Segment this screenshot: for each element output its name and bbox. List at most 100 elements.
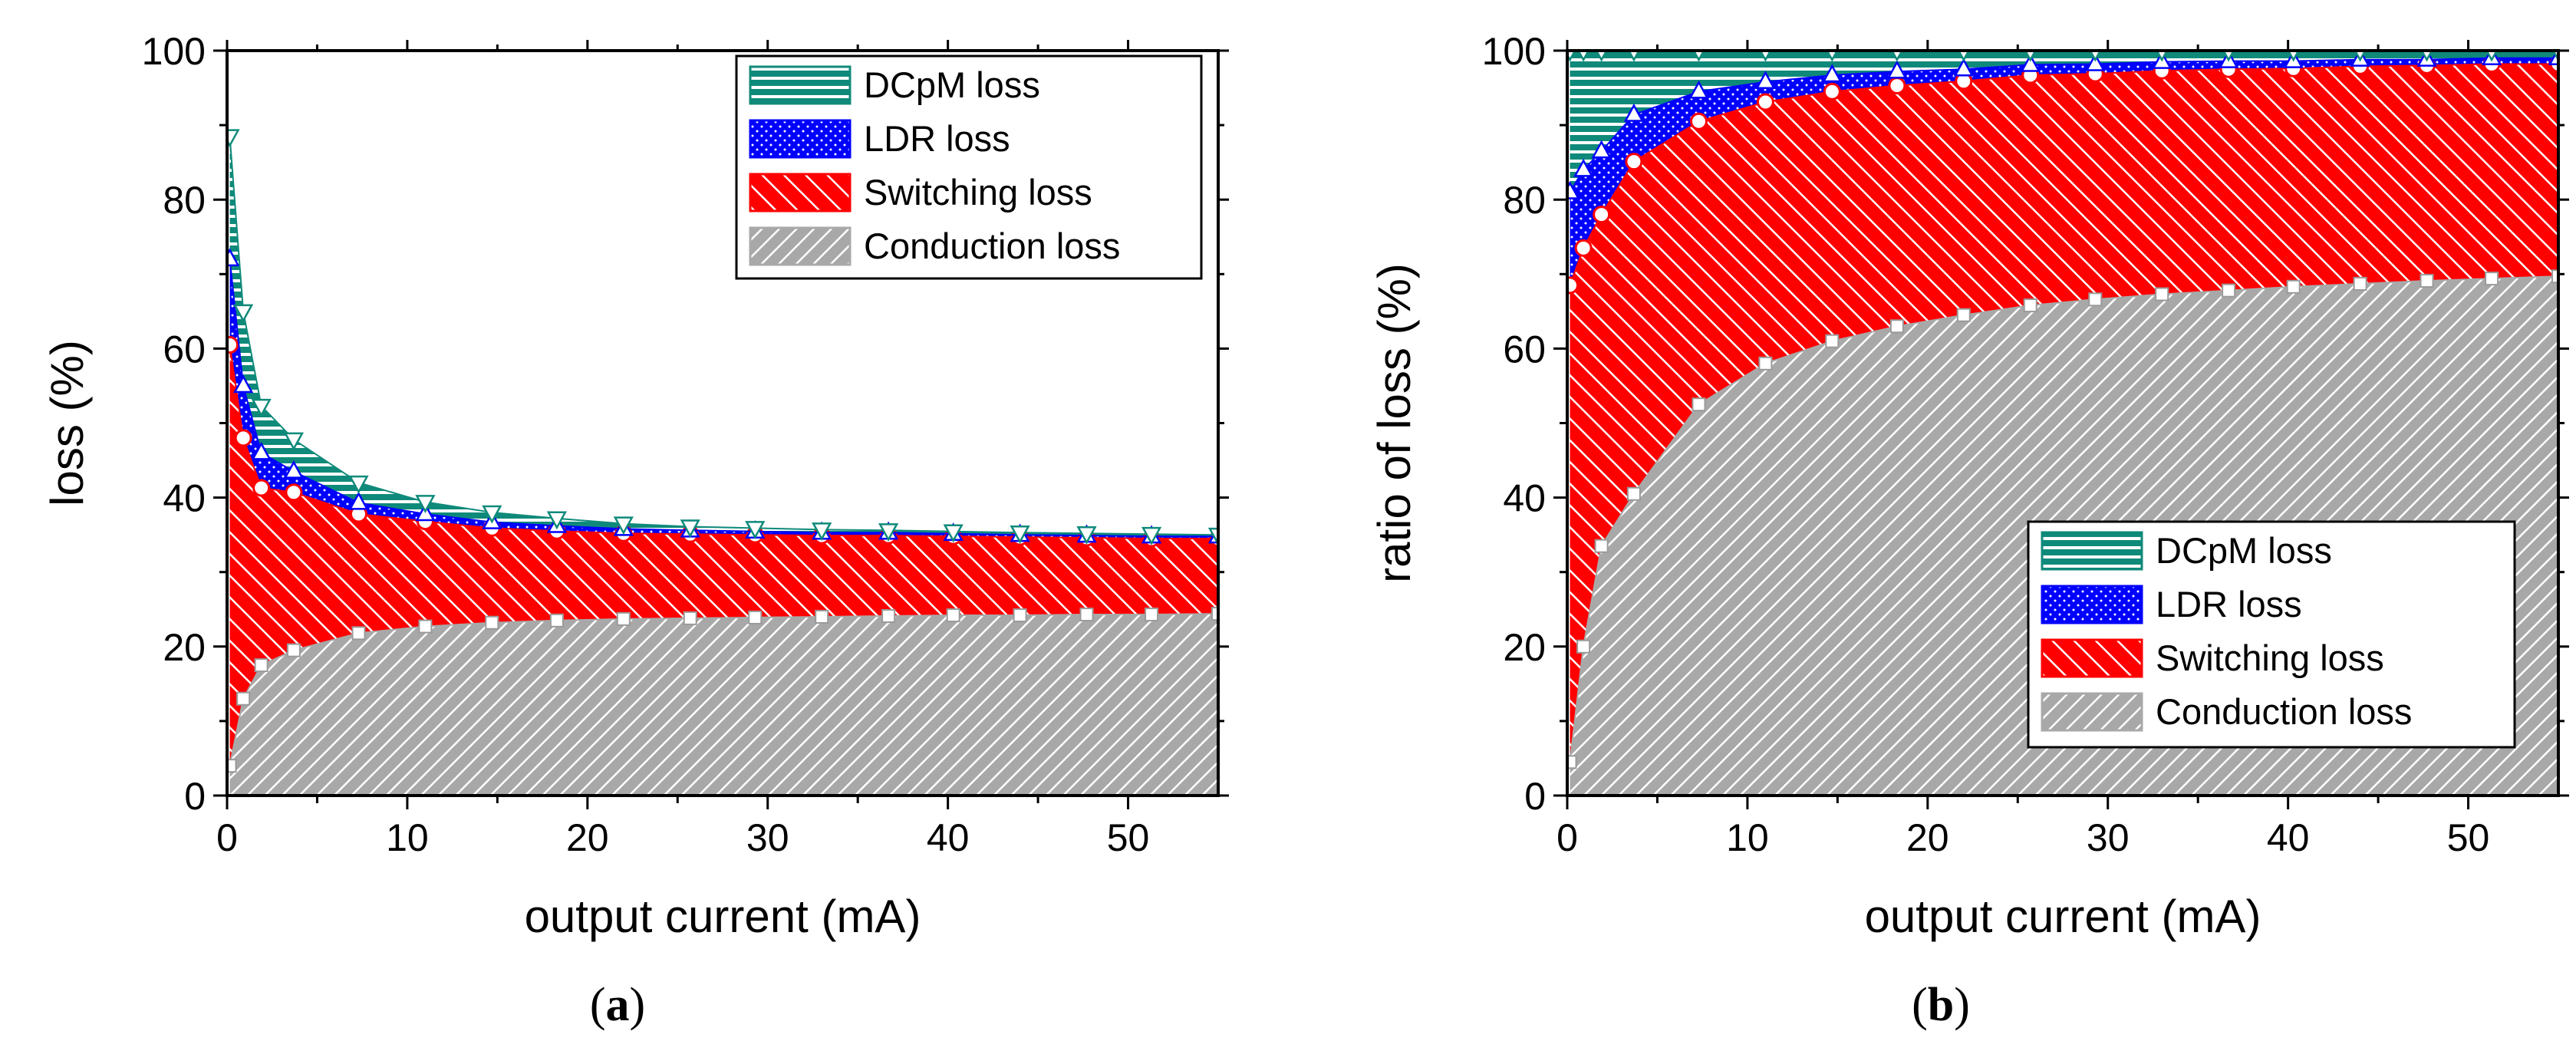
legend-swatch-ldr-loss bbox=[749, 119, 852, 159]
marker-conduction-loss bbox=[2353, 276, 2367, 291]
marker-ldr-loss bbox=[2085, 52, 2106, 71]
marker-dcpm-loss bbox=[680, 519, 700, 539]
marker-conduction-loss bbox=[1079, 608, 1094, 622]
y-tick-label: 40 bbox=[163, 477, 206, 520]
marker-ldr-loss bbox=[1567, 180, 1580, 199]
area-switching-loss bbox=[229, 344, 1218, 766]
x-tick-label: 0 bbox=[216, 816, 238, 859]
marker-dcpm-loss bbox=[1141, 526, 1162, 545]
line-switching-loss bbox=[1569, 63, 2558, 286]
marker-conduction-loss bbox=[485, 615, 499, 630]
marker-conduction-loss bbox=[1013, 608, 1027, 623]
x-tick-label: 30 bbox=[2087, 816, 2130, 859]
legend-swatch-conduction-loss bbox=[2041, 692, 2143, 732]
legend: DCpM loss LDR loss Switching loss Conductio… bbox=[735, 54, 1203, 280]
marker-switching-loss bbox=[285, 483, 303, 502]
marker-dcpm-loss bbox=[482, 505, 502, 524]
x-tick-label: 50 bbox=[2447, 816, 2490, 859]
marker-ldr-loss bbox=[348, 491, 369, 510]
y-tick-label: 0 bbox=[184, 775, 206, 818]
legend-label-switching-loss: Switching loss bbox=[2156, 638, 2384, 678]
y-tick-label: 80 bbox=[163, 179, 206, 222]
marker-ldr-loss bbox=[1953, 58, 1974, 77]
x-tick-label: 10 bbox=[386, 816, 429, 859]
marker-conduction-loss bbox=[1692, 397, 1706, 412]
legend-label-dcpm-loss: DCpM loss bbox=[2156, 530, 2332, 571]
legend: DCpM loss LDR loss Switching loss Conductio… bbox=[2027, 520, 2516, 749]
x-tick-label: 50 bbox=[1107, 816, 1150, 859]
plot-area bbox=[227, 129, 1218, 796]
marker-dcpm-loss bbox=[348, 475, 369, 494]
legend-label-switching-loss: Switching loss bbox=[864, 172, 1092, 213]
y-tick-label: 20 bbox=[1503, 626, 1546, 669]
panel-a-caption-close: ) bbox=[630, 979, 646, 1031]
panel-a-caption-letter: a bbox=[606, 979, 630, 1031]
y-tick-label: 20 bbox=[163, 626, 206, 669]
marker-conduction-loss bbox=[1576, 639, 1591, 654]
marker-switching-loss bbox=[1888, 77, 1906, 95]
marker-dcpm-loss bbox=[878, 523, 899, 542]
marker-dcpm-loss bbox=[251, 398, 272, 417]
y-tick-label: 60 bbox=[163, 328, 206, 371]
y-tick-label: 60 bbox=[1503, 328, 1546, 371]
marker-ldr-loss bbox=[227, 248, 240, 267]
legend-label-ldr-loss: LDR loss bbox=[2156, 584, 2302, 624]
x-tick-label: 20 bbox=[566, 816, 609, 859]
marker-ldr-loss bbox=[1623, 103, 1645, 122]
marker-conduction-loss bbox=[2155, 287, 2169, 301]
marker-conduction-loss bbox=[2286, 279, 2301, 294]
y-tick-label: 100 bbox=[142, 30, 206, 73]
marker-conduction-loss bbox=[286, 643, 301, 657]
x-tick-label: 20 bbox=[1906, 816, 1949, 859]
marker-switching-loss bbox=[1823, 82, 1841, 100]
panel-b-caption-open: ( bbox=[1912, 979, 1928, 1031]
area-dcpm-loss bbox=[1570, 51, 2558, 193]
marker-ldr-loss bbox=[233, 374, 254, 394]
marker-conduction-loss bbox=[946, 608, 960, 623]
marker-conduction-loss bbox=[254, 658, 268, 673]
marker-conduction-loss bbox=[1956, 308, 1971, 322]
marker-ldr-loss bbox=[1886, 60, 1907, 79]
marker-ldr-loss bbox=[2020, 53, 2041, 72]
panel-b-caption-letter: b bbox=[1928, 979, 1954, 1031]
x-tick-label: 10 bbox=[1726, 816, 1769, 859]
marker-ldr-loss bbox=[1822, 64, 1843, 83]
marker-conduction-loss bbox=[549, 613, 564, 628]
marker-ldr-loss bbox=[283, 460, 305, 479]
legend-swatch-dcpm-loss bbox=[749, 65, 852, 105]
line-conduction-loss bbox=[1569, 275, 2558, 763]
marker-conduction-loss bbox=[2551, 269, 2558, 284]
marker-conduction-loss bbox=[1211, 607, 1218, 621]
marker-conduction-loss bbox=[418, 619, 433, 634]
marker-switching-loss bbox=[1625, 153, 1643, 171]
x-tick-label: 40 bbox=[927, 816, 970, 859]
marker-dcpm-loss bbox=[943, 524, 964, 543]
marker-conduction-loss bbox=[748, 610, 763, 624]
marker-dcpm-loss bbox=[1207, 527, 1218, 546]
marker-switching-loss bbox=[1574, 239, 1593, 257]
legend-swatch-switching-loss bbox=[749, 173, 852, 213]
x-tick-label: 30 bbox=[746, 816, 789, 859]
marker-dcpm-loss bbox=[546, 511, 567, 530]
marker-conduction-loss bbox=[881, 608, 896, 623]
panel-b-caption: (b) bbox=[1912, 979, 1970, 1031]
marker-dcpm-loss bbox=[227, 129, 240, 148]
line-ldr-loss bbox=[229, 259, 1218, 538]
y-axis-label: ratio of loss (%) bbox=[1369, 263, 1420, 583]
marker-conduction-loss bbox=[2420, 274, 2434, 288]
chart-panel-b: 0 10 20 30 40 50 0 20 40 60 80 100 output current (m… bbox=[1369, 30, 2569, 942]
y-axis-label: loss (%) bbox=[41, 340, 93, 506]
legend-label-ldr-loss: LDR loss bbox=[864, 118, 1010, 159]
marker-conduction-loss bbox=[2485, 272, 2499, 286]
legend-label-conduction-loss: Conduction loss bbox=[864, 226, 1120, 266]
marker-switching-loss bbox=[1756, 93, 1774, 111]
legend-swatch-switching-loss bbox=[2041, 638, 2143, 678]
marker-ldr-loss bbox=[251, 441, 272, 460]
marker-conduction-loss bbox=[683, 611, 697, 625]
marker-switching-loss bbox=[252, 479, 271, 497]
marker-conduction-loss bbox=[2222, 283, 2236, 298]
marker-switching-loss bbox=[1567, 276, 1580, 295]
marker-switching-loss bbox=[1689, 112, 1708, 130]
legend-swatch-ldr-loss bbox=[2041, 585, 2143, 624]
